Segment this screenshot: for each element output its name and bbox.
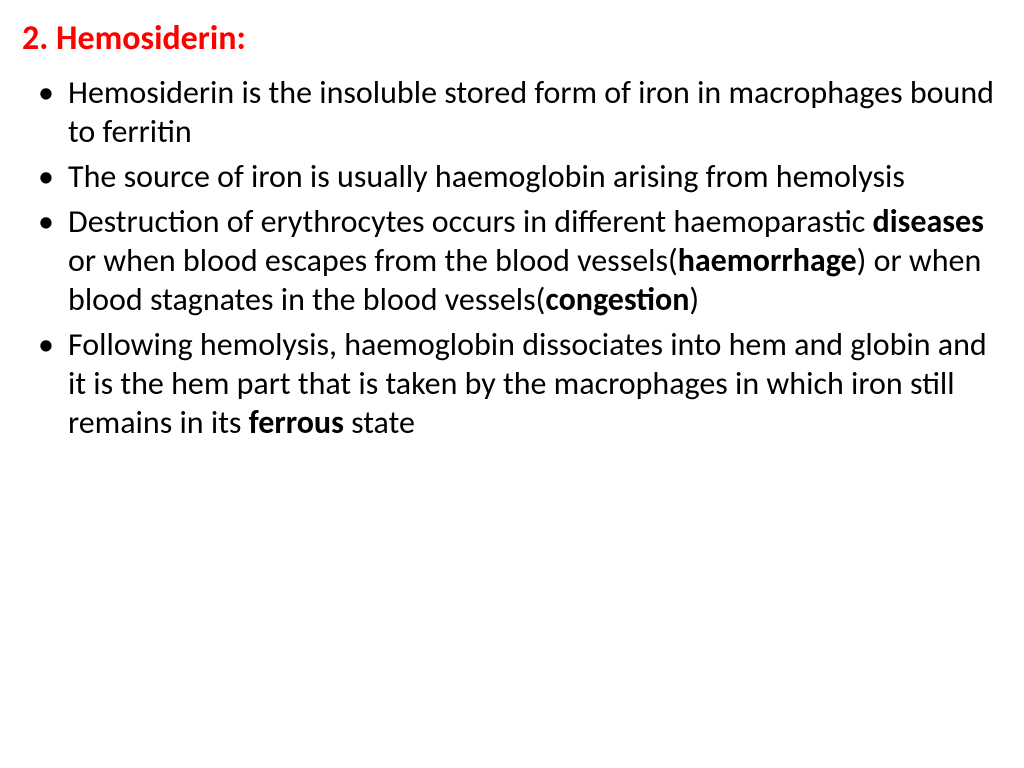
bullet-text-segment: or when blood escapes from the blood ves… xyxy=(68,241,678,280)
bullet-text-segment: congestion xyxy=(545,280,689,319)
bullet-text-segment: The source of iron is usually haemoglobi… xyxy=(68,157,905,196)
bullet-text-segment: state xyxy=(344,403,415,442)
bullet-text-segment: Following hemolysis, haemoglobin dissoci… xyxy=(68,325,987,442)
bullet-text-segment: haemorrhage xyxy=(678,241,857,280)
slide: 2. Hemosiderin: Hemosiderin is the insol… xyxy=(0,0,1024,768)
bullet-item: Following hemolysis, haemoglobin dissoci… xyxy=(30,325,994,442)
bullet-text-segment: ferrous xyxy=(249,403,344,442)
bullet-text-segment: Destruction of erythrocytes occurs in di… xyxy=(68,202,873,241)
bullet-item: Hemosiderin is the insoluble stored form… xyxy=(30,73,994,151)
bullet-text-segment: diseases xyxy=(873,202,984,241)
bullet-item: Destruction of erythrocytes occurs in di… xyxy=(30,202,994,319)
bullet-text-segment: ) xyxy=(689,280,699,319)
bullet-text-segment: Hemosiderin is the insoluble stored form… xyxy=(68,73,994,151)
bullet-item: The source of iron is usually haemoglobi… xyxy=(30,157,994,196)
bullet-list: Hemosiderin is the insoluble stored form… xyxy=(30,73,994,442)
section-heading: 2. Hemosiderin: xyxy=(22,18,994,59)
